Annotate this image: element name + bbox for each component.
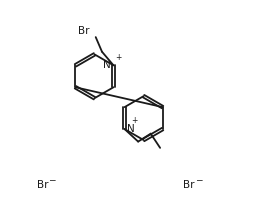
Text: −: − [48, 175, 56, 184]
Text: Br: Br [183, 180, 195, 190]
Text: Br: Br [78, 26, 89, 36]
Text: N: N [127, 124, 135, 134]
Text: +: + [115, 52, 121, 61]
Text: Br: Br [37, 180, 49, 190]
Text: −: − [195, 175, 202, 184]
Text: N: N [103, 60, 111, 70]
Text: +: + [132, 116, 138, 125]
